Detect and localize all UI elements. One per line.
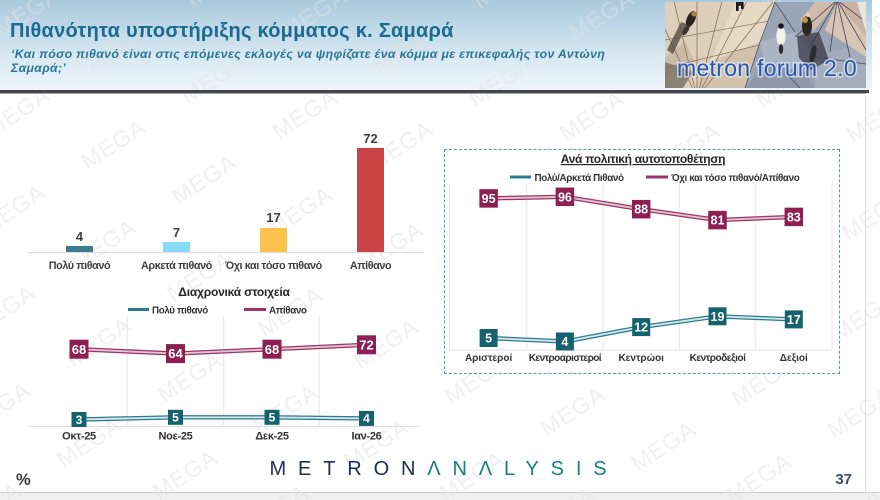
svg-text:81: 81	[711, 214, 725, 228]
svg-text:Νοε-25: Νοε-25	[159, 431, 193, 443]
svg-text:Διαχρονικά στοιχεία: Διαχρονικά στοιχεία	[178, 285, 290, 299]
svg-text:3: 3	[76, 413, 83, 427]
svg-text:metron forum 2.0: metron forum 2.0	[677, 55, 857, 81]
svg-text:64: 64	[168, 346, 183, 361]
svg-text:Αριστεροί: Αριστεροί	[465, 353, 513, 364]
svg-text:Όχι και τόσο πιθανό/Απίθανο: Όχι και τόσο πιθανό/Απίθανο	[671, 173, 800, 184]
svg-text:4: 4	[561, 335, 568, 349]
svg-text:Απίθανο: Απίθανο	[269, 306, 307, 317]
svg-text:Ανά πολιτική αυτοτοποθέτηση: Ανά πολιτική αυτοτοποθέτηση	[561, 152, 725, 166]
svg-text:12: 12	[634, 321, 648, 335]
svg-text:Πολύ/Αρκετά Πιθανό: Πολύ/Αρκετά Πιθανό	[535, 173, 624, 184]
svg-text:Πολύ πιθανό: Πολύ πιθανό	[152, 306, 208, 317]
svg-text:metron forum 2.0: metron forum 2.0	[677, 55, 857, 81]
svg-text:Δεξιοί: Δεξιοί	[780, 353, 808, 364]
svg-text:5: 5	[172, 411, 179, 425]
svg-text:4: 4	[363, 412, 370, 426]
svg-text:72: 72	[359, 337, 373, 352]
svg-text:96: 96	[558, 190, 572, 204]
svg-text:Οκτ-25: Οκτ-25	[62, 431, 96, 443]
svg-text:Κεντροαριστεροί: Κεντροαριστεροί	[529, 353, 602, 364]
svg-text:68: 68	[72, 342, 86, 357]
svg-text:95: 95	[482, 192, 496, 206]
svg-text:19: 19	[711, 310, 725, 324]
svg-text:Δεκ-25: Δεκ-25	[255, 431, 289, 443]
svg-text:88: 88	[634, 203, 648, 217]
svg-text:Κεντροδεξιοί: Κεντροδεξιοί	[690, 353, 746, 364]
svg-text:83: 83	[787, 210, 801, 224]
svg-text:Κεντρώοι: Κεντρώοι	[618, 353, 664, 364]
svg-text:17: 17	[787, 313, 801, 327]
svg-text:5: 5	[485, 332, 492, 346]
svg-text:68: 68	[265, 342, 279, 357]
svg-text:5: 5	[269, 411, 276, 425]
svg-text:Ιαν-26: Ιαν-26	[351, 431, 381, 443]
